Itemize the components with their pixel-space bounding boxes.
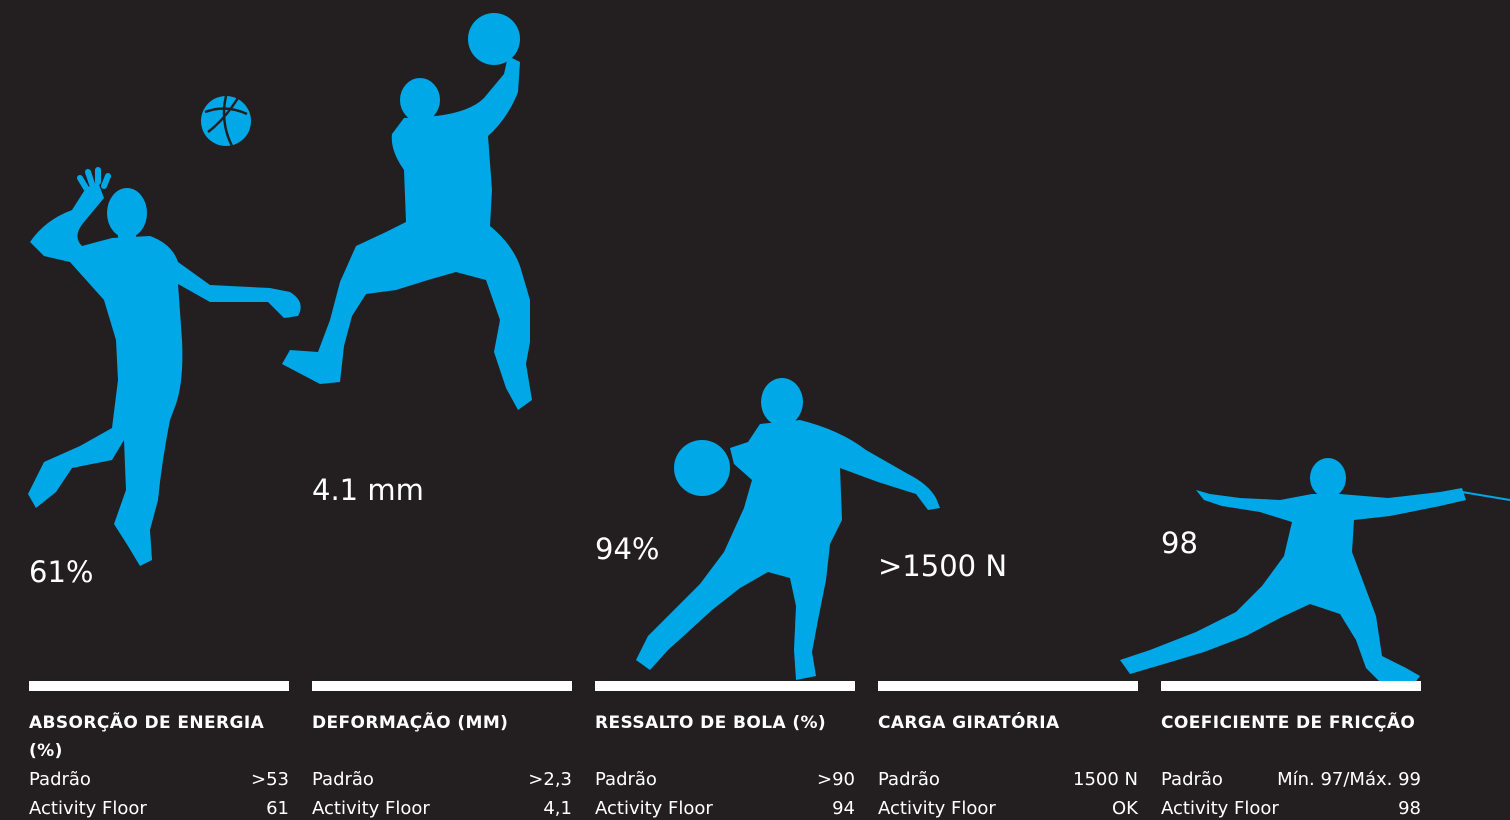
product-value: OK [1112,798,1138,819]
standard-row: Padrão 1500 N [878,765,1138,794]
column-heading: COEFICIENTE DE FRICÇÃO [1161,713,1416,733]
standard-row: Padrão >53 [29,765,289,794]
deformation-column: DEFORMAÇÃO (MM) Padrão >2,3 Activity Flo… [312,681,572,820]
divider-bar [29,681,289,691]
column-heading: ABSORÇÃO DE ENERGIA (%) [29,713,265,761]
product-row: Activity Floor 98 [1161,794,1421,820]
product-row: Activity Floor 61 [29,794,289,820]
rolling-load-value: >1500 N [878,549,1008,583]
column-heading: RESSALTO DE BOLA (%) [595,713,827,733]
rolling-load-column: CARGA GIRATÓRIA Padrão 1500 N Activity F… [878,681,1138,820]
product-value: 4,1 [543,798,572,819]
volleyball-player-silhouette [28,167,301,566]
product-label: Activity Floor [312,798,430,819]
friction-coefficient-column: COEFICIENTE DE FRICÇÃO Padrão Mín. 97/Má… [1161,681,1421,820]
standard-row: Padrão >90 [595,765,855,794]
standard-label: Padrão [878,769,940,790]
divider-bar [312,681,572,691]
energy-absorption-column: ABSORÇÃO DE ENERGIA (%) Padrão >53 Activ… [29,681,289,820]
product-label: Activity Floor [1161,798,1279,819]
handball-icon [468,13,520,65]
standard-value: >90 [817,769,855,790]
product-value: 98 [1398,798,1421,819]
product-row: Activity Floor 94 [595,794,855,820]
product-row: Activity Floor OK [878,794,1138,820]
product-label: Activity Floor [878,798,996,819]
product-value: 94 [832,798,855,819]
standard-value: 1500 N [1073,769,1138,790]
energy-absorption-value: 61% [29,555,94,589]
divider-bar [1161,681,1421,691]
standard-value: Mín. 97/Máx. 99 [1277,769,1421,790]
basketball-icon [674,440,730,496]
volleyball-icon [201,95,251,147]
friction-coefficient-value: 98 [1161,526,1198,560]
deformation-value: 4.1 mm [312,473,424,507]
standard-value: >53 [251,769,289,790]
standard-label: Padrão [312,769,374,790]
column-heading: CARGA GIRATÓRIA [878,713,1060,733]
product-label: Activity Floor [29,798,147,819]
divider-bar [878,681,1138,691]
product-value: 61 [266,798,289,819]
standard-row: Padrão Mín. 97/Máx. 99 [1161,765,1421,794]
product-row: Activity Floor 4,1 [312,794,572,820]
divider-bar [595,681,855,691]
handball-player-silhouette [282,56,532,410]
fencer-silhouette [1120,458,1510,684]
standard-label: Padrão [595,769,657,790]
standard-value: >2,3 [528,769,572,790]
ball-rebound-column: RESSALTO DE BOLA (%) Padrão >90 Activity… [595,681,855,820]
standard-label: Padrão [1161,769,1223,790]
basketball-player-silhouette [636,378,940,680]
ball-rebound-value: 94% [595,532,660,566]
column-heading: DEFORMAÇÃO (MM) [312,713,509,733]
standard-label: Padrão [29,769,91,790]
product-label: Activity Floor [595,798,713,819]
standard-row: Padrão >2,3 [312,765,572,794]
